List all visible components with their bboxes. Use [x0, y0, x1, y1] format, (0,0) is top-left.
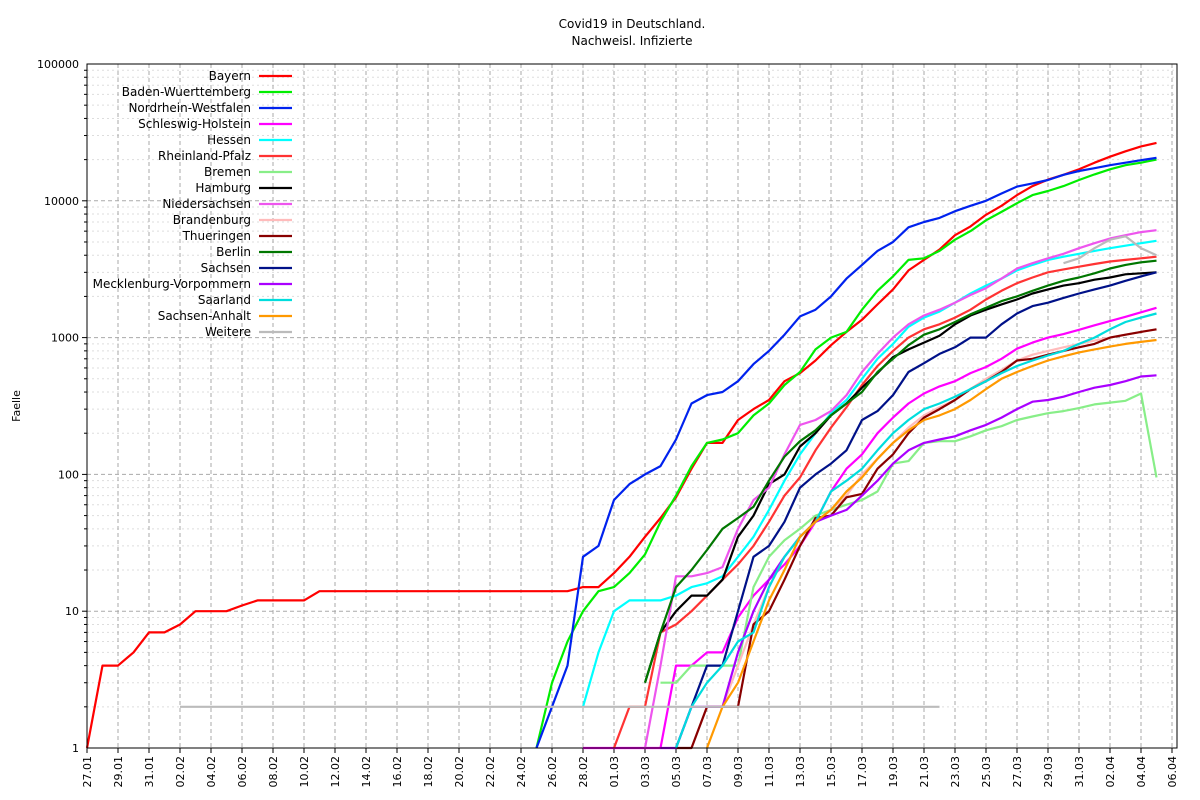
legend-label: Bayern — [209, 69, 251, 83]
series-line-bayern — [85, 141, 1157, 749]
x-tick-label: 01.03 — [608, 756, 621, 788]
legend-label: Weitere — [205, 325, 251, 339]
x-tick-label: 02.02 — [174, 756, 187, 788]
y-tick-label: 10000 — [44, 195, 79, 208]
legend-label: Schleswig-Holstein — [138, 117, 251, 131]
legend-label: Rheinland-Pfalz — [158, 149, 251, 163]
x-tick-label: 25.03 — [980, 756, 993, 788]
y-axis-ticks: 1 10 100 1000 10000 100000 — [37, 58, 79, 755]
x-tick-label: 27.01 — [81, 756, 94, 788]
x-tick-label: 03.03 — [639, 756, 652, 788]
x-tick-label: 04.02 — [205, 756, 218, 788]
series-line-berlin — [643, 259, 1157, 684]
x-tick-label: 29.03 — [1042, 756, 1055, 788]
series-line-sachsen — [674, 271, 1157, 749]
legend-label: Baden-Wuerttemberg — [122, 85, 251, 99]
legend-label: Saarland — [198, 293, 251, 307]
x-tick-label: 15.03 — [825, 756, 838, 788]
x-tick-label: 05.03 — [670, 756, 683, 788]
x-tick-label: 13.03 — [794, 756, 807, 788]
series-line-nordrhein-westfalen — [535, 156, 1157, 749]
x-tick-label: 06.04 — [1166, 756, 1179, 788]
y-tick-label: 100 — [58, 468, 79, 481]
series-line-weitere — [1063, 235, 1157, 265]
series-line-saarland — [674, 312, 1157, 749]
x-tick-label: 11.03 — [763, 756, 776, 788]
x-tick-label: 14.02 — [360, 756, 373, 788]
x-tick-label: 02.04 — [1104, 756, 1117, 788]
chart-subtitle: Nachweisl. Infizierte — [571, 34, 692, 48]
y-tick-label: 1 — [72, 742, 79, 755]
x-tick-label: 06.02 — [236, 756, 249, 788]
legend-label: Berlin — [216, 245, 251, 259]
x-tick-label: 12.02 — [329, 756, 342, 788]
y-tick-label: 1000 — [51, 332, 79, 345]
chart-title: Covid19 in Deutschland. — [559, 17, 706, 31]
legend-label: Thueringen — [182, 229, 251, 243]
x-tick-label: 26.02 — [546, 756, 559, 788]
x-tick-label: 27.03 — [1011, 756, 1024, 788]
x-tick-label: 29.01 — [112, 756, 125, 788]
x-tick-label: 21.03 — [918, 756, 931, 788]
x-tick-label: 08.02 — [267, 756, 280, 788]
x-tick-label: 28.02 — [577, 756, 590, 788]
series-line-baden-wuerttemberg — [535, 158, 1157, 749]
y-axis-label: Faelle — [10, 390, 23, 422]
legend: Bayern Baden-Wuerttemberg Nordrhein-Westfa… — [93, 69, 292, 339]
x-tick-label: 23.03 — [949, 756, 962, 788]
x-tick-label: 19.03 — [887, 756, 900, 788]
x-tick-label: 04.04 — [1135, 756, 1148, 788]
x-axis-ticks: 27.01 29.01 31.01 02.02 04.02 06.02 08.02 10.02… — [81, 756, 1179, 788]
series-line-schleswig-holstein — [583, 306, 1157, 750]
series-line-rheinland-pfalz — [612, 255, 1157, 749]
legend-label: Bremen — [204, 165, 251, 179]
legend-label: Hamburg — [195, 181, 251, 195]
series-line-hessen — [581, 239, 1157, 708]
x-tick-label: 24.02 — [515, 756, 528, 788]
legend-label: Hessen — [207, 133, 251, 147]
plot-frame — [86, 63, 1178, 749]
series-line-niedersachsen — [643, 229, 1157, 749]
legend-label: Sachsen — [201, 261, 251, 275]
x-tick-label: 31.03 — [1073, 756, 1086, 788]
x-tick-label: 20.02 — [453, 756, 466, 788]
x-tick-label: 18.02 — [422, 756, 435, 788]
y-tick-label: 100000 — [37, 58, 79, 71]
y-tick-label: 10 — [65, 605, 79, 618]
series-line-sachsen-anhalt — [705, 338, 1157, 749]
x-tick-label: 31.01 — [143, 756, 156, 788]
legend-label: Brandenburg — [173, 213, 251, 227]
x-tick-label: 16.02 — [391, 756, 404, 788]
series-lines — [85, 141, 1158, 750]
legend-label: Niedersachsen — [162, 197, 251, 211]
x-tick-label: 17.03 — [856, 756, 869, 788]
grid — [82, 64, 1177, 753]
x-tick-label: 09.03 — [732, 756, 745, 788]
legend-label: Sachsen-Anhalt — [158, 309, 252, 323]
x-tick-label: 10.02 — [298, 756, 311, 788]
x-tick-label: 22.02 — [484, 756, 497, 788]
legend-label: Mecklenburg-Vorpommern — [93, 277, 251, 291]
x-tick-label: 07.03 — [701, 756, 714, 788]
legend-label: Nordrhein-Westfalen — [128, 101, 251, 115]
